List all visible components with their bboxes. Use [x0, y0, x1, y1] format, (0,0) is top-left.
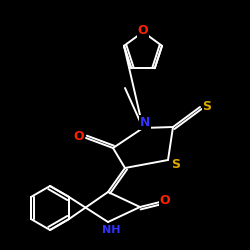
Text: O: O	[138, 24, 148, 36]
Text: N: N	[140, 116, 150, 128]
Text: O: O	[74, 130, 84, 143]
Text: NH: NH	[102, 225, 120, 235]
Text: O: O	[160, 194, 170, 206]
Text: S: S	[202, 100, 211, 112]
Text: S: S	[172, 158, 180, 170]
